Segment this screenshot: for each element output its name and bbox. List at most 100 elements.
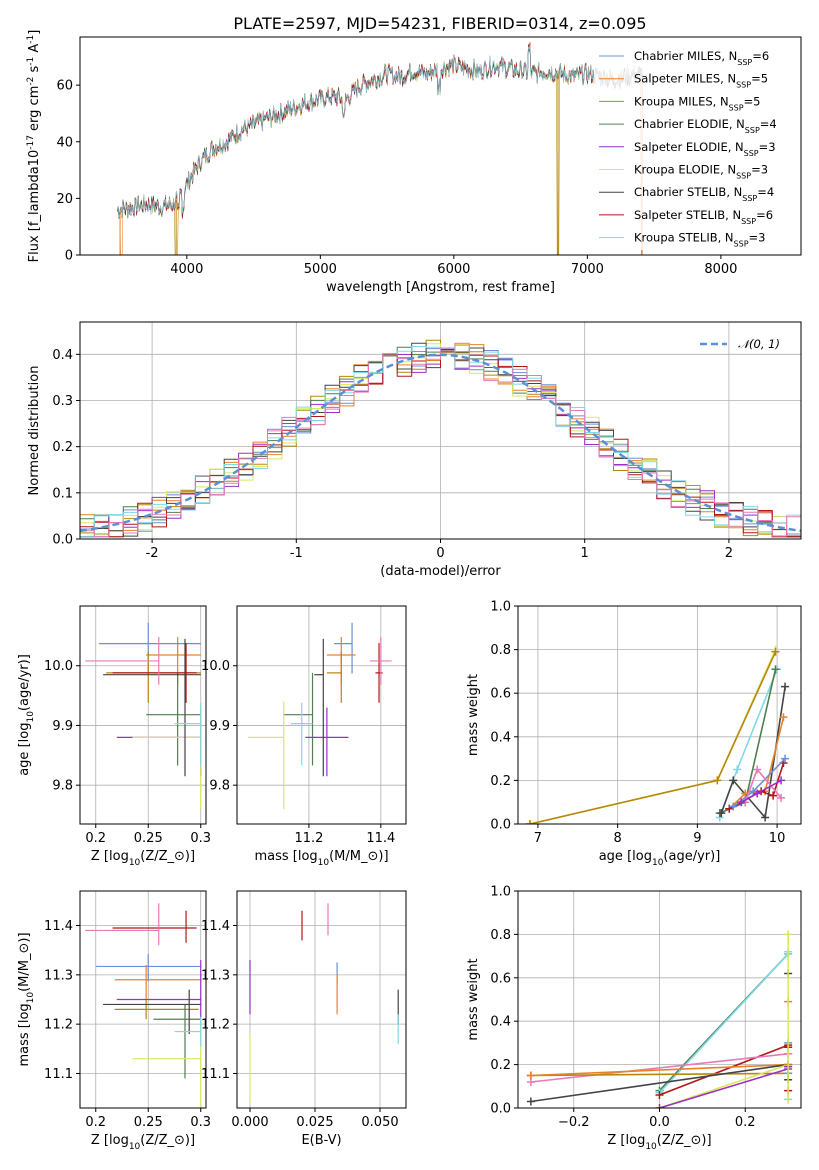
plot-area — [525, 645, 790, 824]
weight-marker — [737, 798, 746, 807]
y-tick-label: 9.8 — [52, 779, 73, 794]
y-tick-label: 20 — [56, 192, 73, 207]
legend-label: Kroupa MILES, NSSP=5 — [634, 94, 760, 112]
axes-frame — [79, 36, 802, 256]
y-tick-label: 0.3 — [52, 394, 73, 409]
weight-line — [659, 1068, 789, 1108]
y-tick-label: 0.8 — [490, 643, 511, 658]
y-axis-label: Normed distribution — [27, 366, 42, 496]
x-tick-label: −0.2 — [558, 1115, 590, 1130]
x-tick-label: 0.2 — [85, 831, 106, 846]
weight-marker — [753, 789, 762, 798]
weight-marker — [777, 776, 786, 785]
x-tick-label: 7 — [534, 831, 542, 846]
y-tick-label: 10.0 — [44, 659, 73, 674]
plot-area — [117, 41, 644, 255]
x-axis-label: mass [log10(M/M_⊙)] — [254, 849, 388, 868]
x-tick-label: 2 — [725, 546, 733, 561]
y-axis-label: mass weight — [466, 958, 481, 1040]
legend-label: Kroupa ELODIE, NSSP=3 — [634, 163, 768, 181]
weight-marker — [729, 802, 738, 811]
x-tick-label: 4000 — [170, 262, 203, 277]
axes-frame — [79, 890, 207, 1109]
x-tick-label: -2 — [146, 546, 159, 561]
y-tick-label: 40 — [56, 135, 73, 150]
y-tick-label: 11.2 — [44, 1018, 73, 1033]
weight-line — [529, 651, 777, 824]
chart-weight_vs_age: 7 8 9 10 0.0 0.2 0.4 0.6 0.8 1.0 age [log10(age/yr… — [466, 600, 802, 868]
x-tick-label: 0.025 — [296, 1115, 333, 1130]
x-axis-label: (data-model)/error — [380, 564, 501, 579]
x-axis-label: E(B-V) — [301, 1133, 341, 1148]
plot-area — [80, 339, 801, 538]
x-tick-label: 0.050 — [361, 1115, 398, 1130]
weight-marker — [777, 793, 786, 802]
x-axis-label: age [log10(age/yr)] — [599, 849, 721, 868]
spectrum-line — [117, 42, 644, 219]
y-tick-label: 0.6 — [490, 687, 511, 702]
legend-label: Chabrier STELIB, NSSP=4 — [634, 185, 774, 203]
x-tick-label: 10 — [769, 831, 786, 846]
axes-frame — [517, 605, 802, 825]
y-tick-label: 10.0 — [201, 659, 230, 674]
weight-line — [659, 1044, 789, 1096]
y-tick-label: 1.0 — [490, 885, 511, 900]
x-axis-label: wavelength [Angstrom, rest frame] — [326, 280, 555, 295]
y-tick-label: 0.6 — [490, 971, 511, 986]
weight-marker — [655, 1104, 664, 1108]
weight-marker — [525, 820, 534, 824]
weight-line — [530, 1053, 789, 1083]
x-tick-label: 0 — [436, 546, 444, 561]
y-tick-label: 0.0 — [490, 1102, 511, 1117]
y-tick-label: 11.4 — [201, 919, 230, 934]
x-tick-label: 11.4 — [366, 831, 395, 846]
chart-age_vs_Z: 0.2 0.25 0.3 9.8 9.9 10.0 Z [log10(Z/Z_⊙)] age … — [17, 605, 211, 868]
weight-line — [530, 1063, 789, 1103]
y-tick-label: 0.2 — [490, 1058, 511, 1073]
y-tick-label: 1.0 — [490, 600, 511, 615]
weight-marker — [753, 765, 762, 774]
chart-weight_vs_Z: −0.2 0.0 0.2 0.0 0.2 0.4 0.6 0.8 1.0 Z [log10(Z/Z… — [466, 885, 802, 1152]
chart-spectrum: 4000 5000 6000 7000 8000 0 20 40 60 wavelength [A… — [26, 14, 802, 295]
legend-label: Salpeter STELIB, NSSP=6 — [634, 208, 773, 226]
y-tick-label: 0.4 — [490, 730, 511, 745]
chart-mass_vs_Z: 0.2 0.25 0.3 11.1 11.2 11.3 11.4 Z [log10(Z/Z_⊙… — [17, 890, 211, 1152]
weight-marker — [729, 776, 738, 785]
chart-residuals: -2 -1 0 1 2 0.0 0.1 0.2 0.3 0.4 (data-model)/error… — [27, 321, 802, 579]
weight-marker — [771, 647, 780, 656]
legend-label: Salpeter MILES, NSSP=5 — [634, 72, 768, 90]
y-axis-label: age [log10(age/yr)] — [17, 654, 36, 776]
x-tick-label: 0.2 — [85, 1115, 106, 1130]
y-tick-label: 0.0 — [52, 533, 73, 548]
weight-line — [728, 717, 785, 810]
y-tick-label: 11.1 — [44, 1067, 73, 1082]
legend-box — [594, 44, 797, 250]
y-tick-label: 11.3 — [201, 968, 230, 983]
chart-age_vs_mass: 11.2 11.4 9.8 9.9 10.0 mass [log10(M/M_⊙)] — [201, 605, 407, 868]
chart-mass_vs_ebv: 0.000 0.025 0.050 11.1 11.2 11.3 11.4 E(B-V) — [201, 890, 407, 1148]
x-tick-label: 0.2 — [735, 1115, 756, 1130]
y-tick-label: 11.3 — [44, 968, 73, 983]
y-tick-label: 11.2 — [201, 1018, 230, 1033]
y-tick-label: 0.2 — [52, 440, 73, 455]
x-tick-label: -1 — [290, 546, 303, 561]
y-axis-label: Flux [f_lambda10-17 erg cm-2 s-1 A-1] — [26, 30, 42, 263]
weight-marker — [779, 713, 788, 722]
x-tick-label: 0.25 — [134, 831, 163, 846]
y-tick-label: 9.9 — [209, 719, 230, 734]
weight-marker — [761, 813, 770, 822]
y-tick-label: 0 — [65, 249, 73, 264]
x-tick-label: 0.3 — [190, 1115, 211, 1130]
weight-marker — [733, 765, 742, 774]
plot-area — [247, 622, 392, 810]
legend-label: 𝒩(0, 1) — [738, 337, 780, 351]
y-tick-label: 0.4 — [490, 1015, 511, 1030]
y-tick-label: 9.9 — [52, 719, 73, 734]
normal-curve — [80, 353, 801, 533]
weight-line — [530, 1072, 789, 1077]
weight-marker — [781, 754, 790, 763]
legend-label: Kroupa STELIB, NSSP=3 — [634, 231, 765, 249]
weight-marker — [781, 682, 790, 691]
legend: Chabrier MILES, NSSP=6 Salpeter MILES, NS… — [594, 44, 797, 250]
